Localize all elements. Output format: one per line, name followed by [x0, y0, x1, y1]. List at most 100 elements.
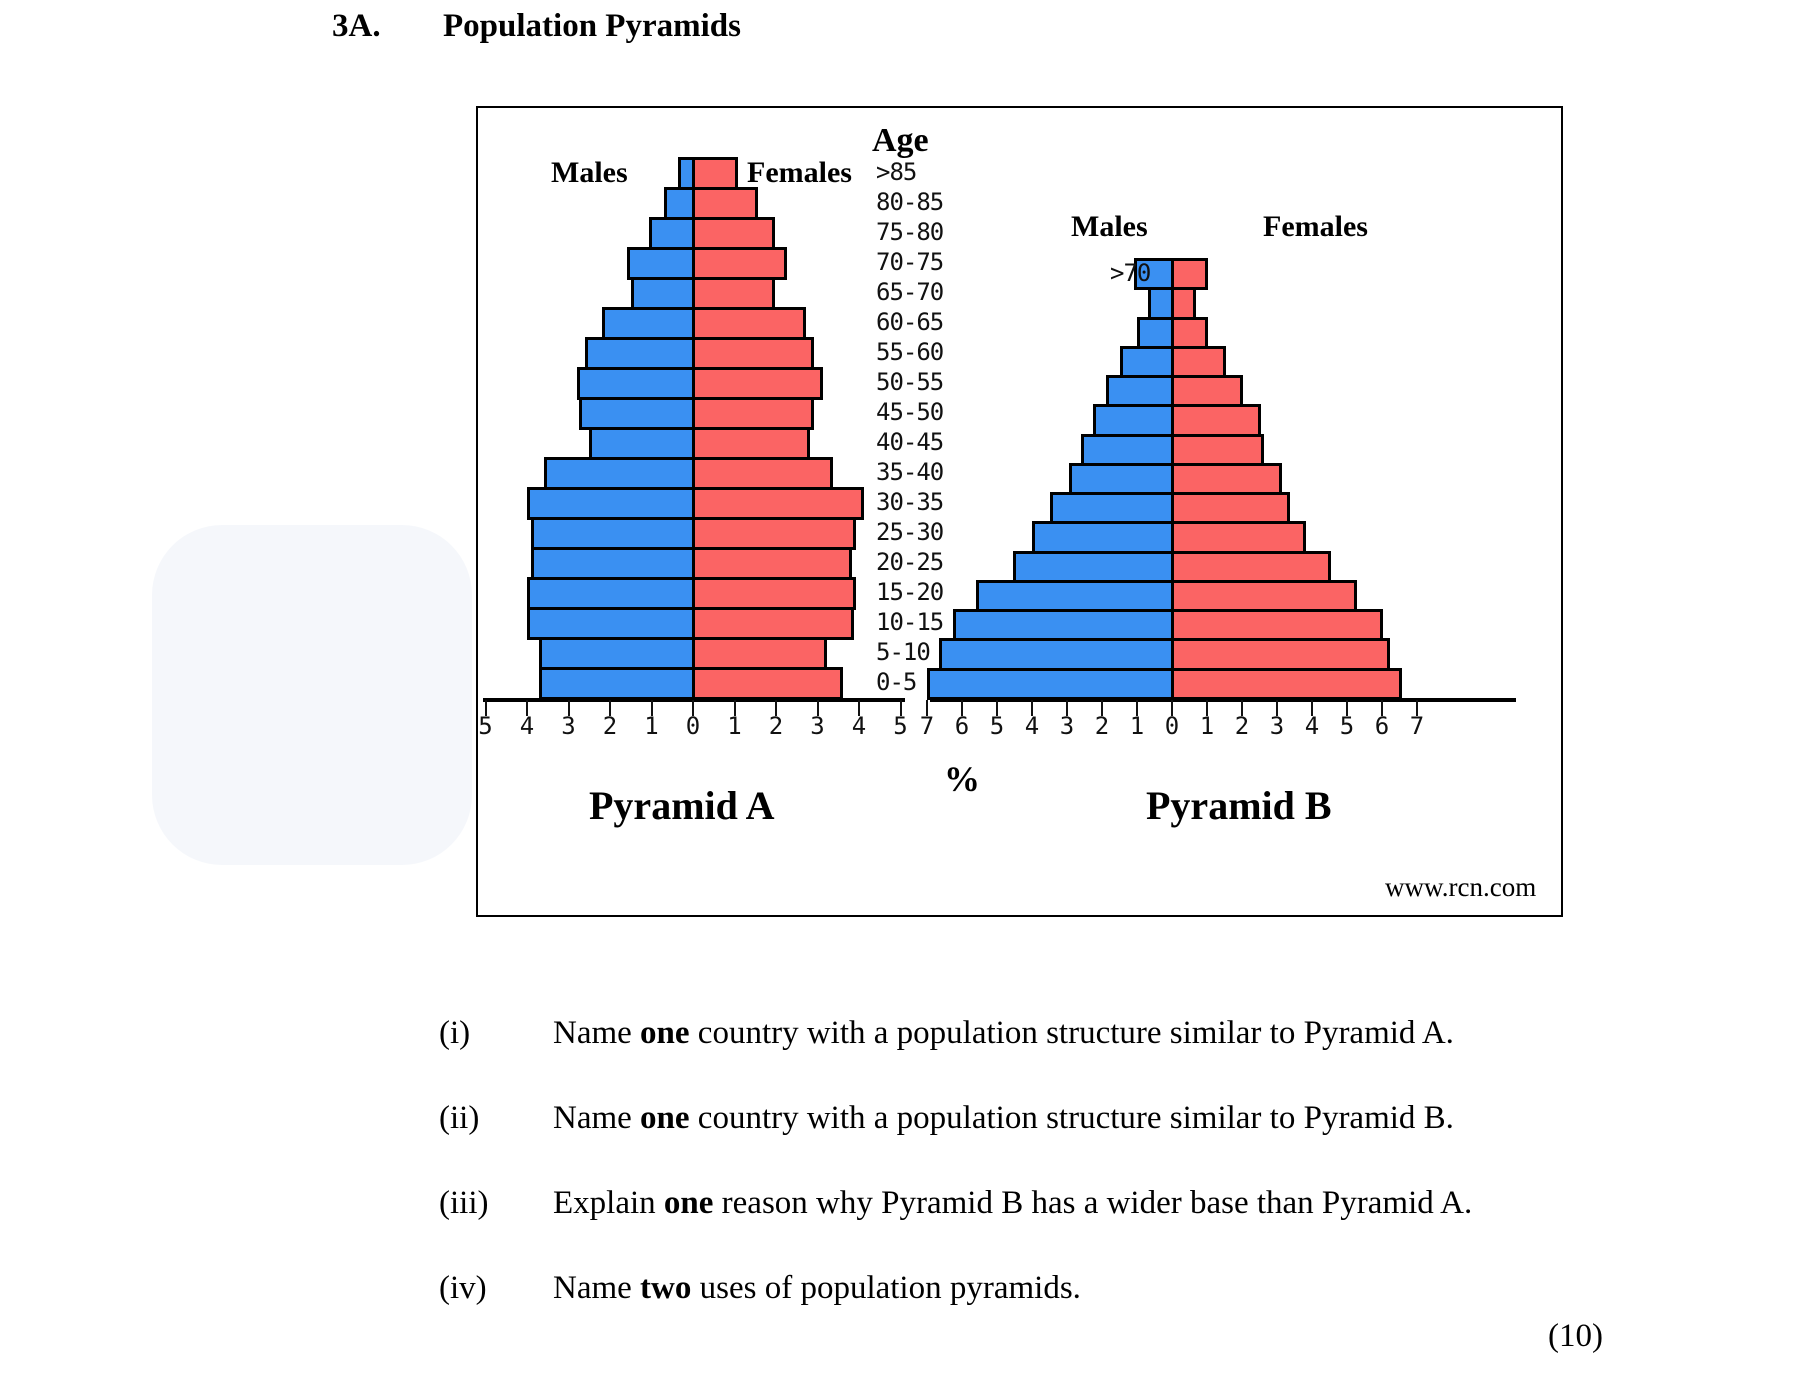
female-bar: [1171, 316, 1208, 349]
x-tick-label: 0: [685, 712, 701, 740]
age-group-label: 5-10: [876, 638, 931, 666]
x-axis-tick: [961, 700, 963, 716]
x-tick-label: 1: [1129, 712, 1145, 740]
male-bar: [589, 427, 695, 460]
x-tick-label: 1: [1199, 712, 1215, 740]
male-bar: [539, 637, 695, 670]
x-tick-label: 4: [1024, 712, 1040, 740]
male-bar: [576, 367, 695, 400]
female-bar: [692, 457, 834, 490]
x-tick-label: 7: [919, 712, 935, 740]
age-group-label: 70-75: [876, 248, 944, 276]
x-axis-tick: [484, 700, 487, 716]
x-axis-tick: [1066, 700, 1068, 716]
age-group-label: 30-35: [876, 488, 944, 516]
x-axis-tick: [996, 700, 998, 716]
age-group-label: 0-5: [876, 668, 917, 696]
age-group-label: 60-65: [876, 308, 944, 336]
x-tick-label: 4: [519, 712, 535, 740]
male-bar: [1119, 345, 1174, 379]
female-bar: [692, 547, 852, 580]
pyramid-a-title: Pyramid A: [589, 783, 775, 828]
x-tick-label: 4: [851, 712, 867, 740]
x-tick-label: 5: [893, 712, 908, 740]
x-axis-tick: [733, 700, 736, 716]
age-group-label: 10-15: [876, 608, 944, 636]
x-tick-label: 0: [1164, 712, 1180, 740]
male-bar: [585, 337, 695, 370]
x-tick-label: 1: [727, 712, 742, 740]
male-bar: [1093, 404, 1174, 437]
x-tick-label: 5: [478, 712, 493, 740]
source-credit: www.rcn.com: [1385, 872, 1537, 902]
age-group-label: 45-50: [876, 398, 944, 426]
male-bar: [527, 577, 695, 610]
x-axis-tick: [1276, 700, 1278, 716]
x-tick-label: 6: [1374, 712, 1390, 740]
x-axis-line: [930, 698, 1516, 702]
female-bar: [1171, 667, 1403, 700]
female-bar: [1171, 550, 1331, 583]
question-text: Name two uses of population pyramids.: [553, 1270, 1081, 1306]
male-bar: [1081, 433, 1174, 466]
x-tick-label: 2: [768, 712, 784, 740]
marks: (10): [1548, 1318, 1603, 1354]
x-axis-tick: [567, 700, 570, 716]
x-axis-tick: [650, 700, 653, 716]
male-bar: [1137, 316, 1174, 349]
female-bar: [1171, 375, 1243, 408]
female-bar: [1171, 404, 1261, 437]
x-axis-tick: [1241, 700, 1243, 716]
female-bar: [692, 487, 865, 520]
x-axis-tick: [1031, 700, 1033, 716]
female-bar: [1171, 462, 1282, 496]
male-bar: [626, 247, 695, 280]
x-tick-label: 2: [1234, 712, 1250, 740]
x-axis-tick: [526, 700, 528, 716]
question-number: (i): [439, 1015, 471, 1051]
figure-frame: [476, 106, 1563, 917]
x-axis-tick: [692, 700, 694, 716]
age-group-label: 40-45: [876, 428, 944, 456]
x-tick-label: 3: [1269, 712, 1285, 740]
x-tick-label: 1: [644, 712, 659, 740]
x-axis-tick: [1206, 700, 1208, 716]
male-bar: [939, 638, 1174, 671]
pyramid-a-females-label: Females: [747, 156, 852, 189]
female-bar: [692, 577, 856, 610]
x-axis-tick: [1346, 700, 1348, 716]
female-bar: [692, 427, 811, 460]
x-tick-label: 2: [1094, 712, 1110, 740]
female-bar: [1171, 638, 1390, 671]
male-bar: [1012, 550, 1174, 583]
x-axis-line: [483, 698, 905, 702]
percent-label: %: [944, 759, 980, 799]
x-tick-label: 4: [1304, 712, 1320, 740]
female-bar: [692, 337, 815, 370]
male-bar: [953, 609, 1174, 642]
female-bar: [1171, 579, 1357, 613]
female-bar: [692, 307, 807, 340]
male-bar: [1032, 521, 1174, 554]
x-axis-tick: [1136, 700, 1138, 716]
pyramid-b-title: Pyramid B: [1146, 783, 1332, 828]
male-bar: [1068, 462, 1174, 496]
female-bar: [692, 667, 844, 700]
male-bar: [649, 217, 695, 250]
male-bar: [1049, 492, 1174, 525]
age-group-label: 35-40: [876, 458, 944, 486]
x-axis-tick: [1381, 700, 1383, 716]
x-tick-label: 5: [989, 712, 1005, 740]
female-bar: [692, 157, 738, 190]
female-bar: [692, 217, 775, 250]
female-bar: [1171, 492, 1291, 525]
female-bar: [1171, 258, 1208, 291]
x-axis-tick: [1311, 700, 1313, 716]
age-group-label: 15-20: [876, 578, 944, 606]
male-bar: [527, 487, 695, 520]
female-bar: [1171, 609, 1383, 642]
question-number: (iii): [439, 1185, 489, 1221]
female-bar: [692, 607, 854, 640]
question-number: (iv): [439, 1270, 487, 1306]
age-group-label: 20-25: [876, 548, 944, 576]
